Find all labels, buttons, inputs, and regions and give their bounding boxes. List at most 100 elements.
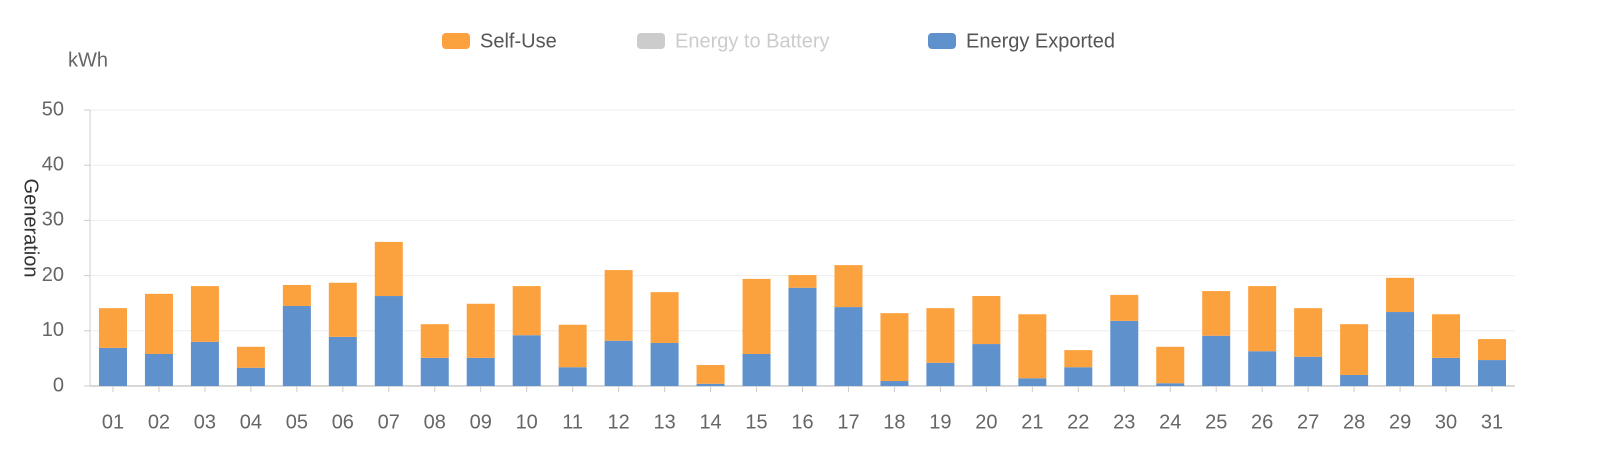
bar-segment xyxy=(1064,367,1093,386)
x-tick-label: 27 xyxy=(1297,411,1319,433)
bar-segment xyxy=(604,340,633,386)
y-tick-label: 30 xyxy=(42,209,64,231)
bar-segment xyxy=(374,241,403,297)
bar-segment xyxy=(650,342,679,386)
bar-segment xyxy=(834,265,863,308)
x-tick-label: 31 xyxy=(1481,411,1503,433)
bar-segment xyxy=(558,367,587,386)
x-tick-label: 17 xyxy=(837,411,859,433)
bar-segment xyxy=(696,365,725,384)
bar-segment xyxy=(1294,356,1323,386)
x-tick-label: 13 xyxy=(653,411,675,433)
y-unit: kWh xyxy=(68,49,108,71)
x-tick-label: 20 xyxy=(975,411,997,433)
bar-segment xyxy=(558,324,587,368)
x-tick-label: 11 xyxy=(562,411,583,433)
legend-label[interactable]: Self-Use xyxy=(480,30,557,52)
x-tick-label: 14 xyxy=(699,411,721,433)
bar-segment xyxy=(1432,357,1461,386)
bar-segment xyxy=(1018,314,1047,379)
bar-segment xyxy=(834,307,863,386)
bar-segment xyxy=(1386,277,1415,313)
x-tick-label: 05 xyxy=(286,411,308,433)
x-tick-label: 22 xyxy=(1067,411,1089,433)
bar-segment xyxy=(1248,351,1277,386)
x-tick-label: 25 xyxy=(1205,411,1227,433)
bar-segment xyxy=(420,357,449,386)
x-tick-label: 06 xyxy=(332,411,354,433)
bar-segment xyxy=(420,324,449,358)
x-tick-label: 08 xyxy=(424,411,446,433)
x-tick-label: 28 xyxy=(1343,411,1365,433)
bar-segment xyxy=(1340,324,1369,375)
y-tick-label: 10 xyxy=(42,319,64,341)
legend-swatch[interactable] xyxy=(928,33,956,49)
bar-segment xyxy=(328,282,357,337)
bar-segment xyxy=(144,293,173,354)
bar-segment xyxy=(1202,291,1231,336)
bar-segment xyxy=(1110,320,1139,386)
x-tick-label: 16 xyxy=(791,411,813,433)
legend-label[interactable]: Energy Exported xyxy=(966,30,1115,52)
bar-segment xyxy=(926,308,955,363)
bar-segment xyxy=(1202,335,1231,386)
bar-segment xyxy=(972,344,1001,386)
bar-segment xyxy=(512,286,541,336)
y-axis-label: Generation xyxy=(20,179,42,278)
bar-segment xyxy=(696,383,725,386)
y-tick-label: 20 xyxy=(42,264,64,286)
x-tick-label: 24 xyxy=(1159,411,1181,433)
y-tick-label: 50 xyxy=(42,98,64,120)
legend-label[interactable]: Energy to Battery xyxy=(675,30,830,52)
legend-swatch[interactable] xyxy=(442,33,470,49)
bar-segment xyxy=(466,357,495,386)
bar-segment xyxy=(512,335,541,386)
bar-segment xyxy=(1018,378,1047,386)
bar-segment xyxy=(1340,374,1369,386)
x-tick-label: 18 xyxy=(883,411,905,433)
bar-segment xyxy=(650,292,679,343)
bar-segment xyxy=(742,353,771,386)
bar-segment xyxy=(1432,314,1461,358)
x-tick-label: 21 xyxy=(1021,411,1043,433)
bar-segment xyxy=(880,313,909,382)
bar-segment xyxy=(1156,346,1185,384)
x-tick-label: 07 xyxy=(378,411,400,433)
x-tick-label: 30 xyxy=(1435,411,1457,433)
bar-segment xyxy=(1478,360,1507,386)
bar-segment xyxy=(282,305,311,386)
x-tick-label: 01 xyxy=(102,411,124,433)
bar-segment xyxy=(1156,383,1185,386)
y-tick-label: 0 xyxy=(53,374,64,396)
bar-segment xyxy=(144,353,173,386)
x-tick-label: 29 xyxy=(1389,411,1411,433)
legend-swatch[interactable] xyxy=(637,33,665,49)
bar-segment xyxy=(236,346,265,368)
bar-segment xyxy=(98,347,127,386)
bar-segment xyxy=(282,284,311,306)
bar-segment xyxy=(98,308,127,348)
bar-segment xyxy=(1064,350,1093,368)
bar-segment xyxy=(926,362,955,386)
bar-segment xyxy=(328,336,357,386)
bar-segment xyxy=(788,287,817,386)
bar-segment xyxy=(880,381,909,386)
bar-segment xyxy=(1248,286,1277,352)
bar-segment xyxy=(1110,294,1139,321)
x-tick-label: 04 xyxy=(240,411,262,433)
bar-segment xyxy=(374,296,403,386)
x-tick-label: 10 xyxy=(516,411,538,433)
bar-segment xyxy=(742,278,771,354)
x-tick-label: 19 xyxy=(929,411,951,433)
x-tick-label: 23 xyxy=(1113,411,1135,433)
x-tick-label: 02 xyxy=(148,411,170,433)
bar-segment xyxy=(972,296,1001,345)
y-tick-label: 40 xyxy=(42,153,64,175)
bar-segment xyxy=(788,275,817,288)
x-tick-label: 03 xyxy=(194,411,216,433)
x-tick-label: 09 xyxy=(470,411,492,433)
bar-segment xyxy=(466,303,495,358)
bar-segment xyxy=(1294,308,1323,357)
x-tick-label: 15 xyxy=(745,411,767,433)
